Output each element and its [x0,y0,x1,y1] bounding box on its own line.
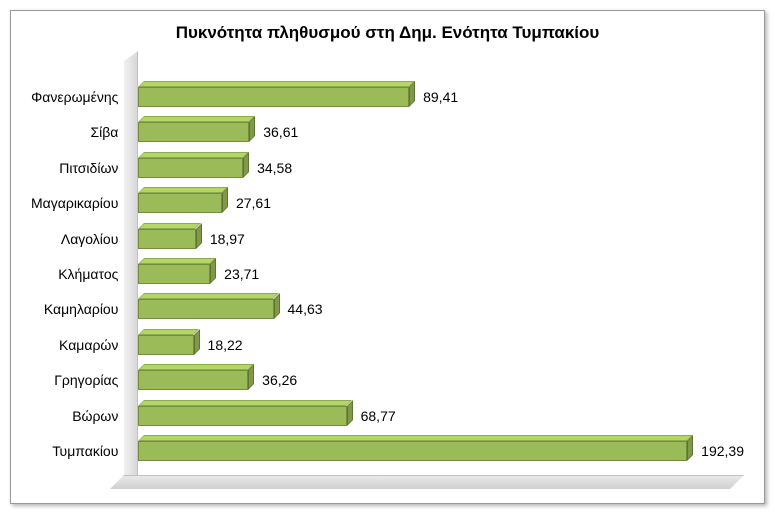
bar [138,441,687,461]
bar-row: 44,63 [138,297,744,321]
bar [138,299,273,319]
bar-row: 27,61 [138,191,744,215]
bar-value-label: 89,41 [423,89,458,105]
bar-front-face [138,193,222,213]
chart-frame: Πυκνότητα πληθυσμού στη Δημ. Ενότητα Τυμ… [10,10,765,504]
bar-side-face [194,329,200,355]
bar-front-face [138,335,193,355]
bar-value-label: 68,77 [361,408,396,424]
bar-value-label: 18,97 [210,231,245,247]
chart-container: Πυκνότητα πληθυσμού στη Δημ. Ενότητα Τυμ… [0,0,775,514]
bar-front-face [138,441,687,461]
bar [138,406,346,426]
bar-front-face [138,87,409,107]
plot-area: 89,41 36,61 34,58 27,61 18,97 23,71 44,63 18,22… [124,51,744,489]
bar-side-face [409,81,415,107]
y-axis-labels: Φανερωμένης Σίβα Πιτσιδίων Μαγαρικαρίου Λαγο… [31,51,124,489]
y-axis-label: Κλήματος [31,266,118,282]
bar-row: 192,39 [138,439,744,463]
bar [138,370,248,390]
chart-body: Φανερωμένης Σίβα Πιτσιδίων Μαγαρικαρίου Λαγο… [31,51,744,489]
y-axis-label: Φανερωμένης [31,89,118,105]
bar-side-face [249,116,255,142]
bar-front-face [138,122,249,142]
bar-row: 18,22 [138,333,744,357]
bar-value-label: 34,58 [257,160,292,176]
bar-row: 36,26 [138,368,744,392]
y-axis-label: Βώρων [31,408,118,424]
bar [138,122,249,142]
bar-row: 34,58 [138,156,744,180]
bar-side-face [243,152,249,178]
bar [138,87,409,107]
bar [138,158,243,178]
bar-front-face [138,158,243,178]
bar-side-face [248,364,254,390]
bar-row: 36,61 [138,120,744,144]
y-axis-label: Πιτσιδίων [31,160,118,176]
bar-side-face [274,293,280,319]
y-axis-label: Τυμπακίου [31,443,118,459]
axis-back-wall [124,51,138,489]
bar-row: 23,71 [138,262,744,286]
bar-side-face [687,435,693,461]
axis-floor [110,475,744,489]
y-axis-label: Καμαρών [31,337,118,353]
bar [138,229,195,249]
bar-value-label: 23,71 [224,266,259,282]
bar [138,264,210,284]
bar-value-label: 36,61 [263,124,298,140]
y-axis-label: Λαγολίου [31,231,118,247]
bar-side-face [210,258,216,284]
bar-value-label: 36,26 [262,372,297,388]
y-axis-label: Μαγαρικαρίου [31,195,118,211]
y-axis-label: Σίβα [31,124,118,140]
bar-row: 18,97 [138,227,744,251]
bar-row: 68,77 [138,404,744,428]
bar-value-label: 192,39 [701,443,744,459]
bar-front-face [138,370,248,390]
bar-side-face [222,187,228,213]
chart-title: Πυκνότητα πληθυσμού στη Δημ. Ενότητα Τυμ… [31,23,744,43]
y-axis-label: Γρηγορίας [31,372,118,388]
bar [138,335,193,355]
bar-side-face [347,400,353,426]
bar-value-label: 27,61 [236,195,271,211]
bar-front-face [138,406,346,426]
bar-value-label: 44,63 [288,301,323,317]
bar-front-face [138,229,195,249]
bars-group: 89,41 36,61 34,58 27,61 18,97 23,71 44,63 18,22… [138,79,744,469]
bar-value-label: 18,22 [208,337,243,353]
bar-front-face [138,299,273,319]
bar [138,193,222,213]
bar-row: 89,41 [138,85,744,109]
bar-front-face [138,264,210,284]
y-axis-label: Καμηλαρίου [31,301,118,317]
bar-side-face [196,223,202,249]
